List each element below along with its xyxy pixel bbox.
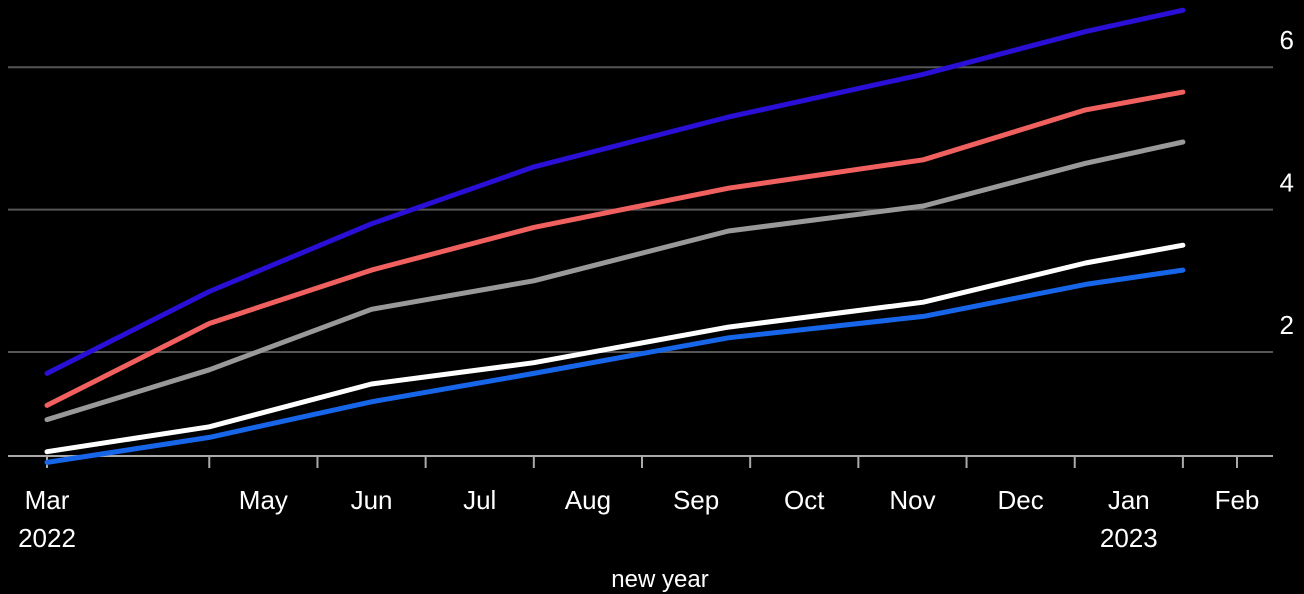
x-tick-label-mar: Mar [25, 485, 70, 515]
x-tick-label-sep: Sep [673, 485, 719, 515]
series-line-5 [44, 267, 1186, 465]
x-tick-label-jan: Jan [1108, 485, 1150, 515]
y-tick-label-4: 4 [1280, 168, 1294, 198]
y-tick-label-2: 2 [1280, 310, 1294, 340]
series-line-3 [44, 139, 1186, 423]
x-tick-label-may: May [239, 485, 288, 515]
x-tick-sublabel-2022: 2022 [18, 523, 76, 553]
x-tick-label-oct: Oct [784, 485, 825, 515]
x-axis-labels: Mar 2022 May Jun Jul Aug Sep Oct Nov Dec Jan 2023 Fe… [18, 485, 1259, 553]
y-axis-labels: 2 4 6 [1280, 25, 1294, 340]
x-tick-label-jul: Jul [463, 485, 496, 515]
series-line-4 [44, 242, 1186, 455]
x-tick-label-dec: Dec [998, 485, 1044, 515]
x-tick-label-jun: Jun [351, 485, 393, 515]
x-axis-ticks [46, 456, 1238, 468]
y-tick-label-6: 6 [1280, 25, 1294, 55]
series-lines [44, 7, 1186, 465]
series-line-2 [44, 89, 1186, 408]
x-tick-label-nov: Nov [889, 485, 935, 515]
x-axis-title: new year [611, 566, 708, 593]
series-line-1 [44, 7, 1186, 376]
x-tick-label-feb: Feb [1215, 485, 1260, 515]
x-tick-label-aug: Aug [565, 485, 611, 515]
x-tick-sublabel-2023: 2023 [1100, 523, 1158, 553]
